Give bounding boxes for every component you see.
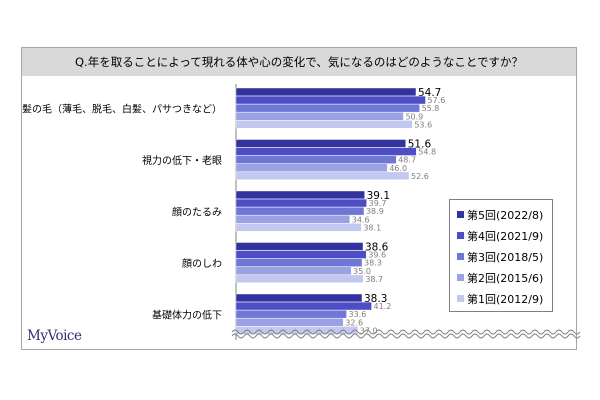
chart-title: Q.年を取ることによって現れる体や心の変化で、気になるのはどのようなことですか？ — [75, 55, 523, 69]
legend-swatch — [457, 211, 464, 218]
bar — [235, 171, 410, 180]
title-bar: Q.年を取ることによって現れる体や心の変化で、気になるのはどのようなことですか？ — [22, 48, 576, 76]
bar — [235, 242, 364, 251]
category-label: 視力の低下・老眼 — [142, 154, 222, 167]
category-label: 顔のたるみ — [172, 205, 222, 218]
bar — [235, 274, 364, 283]
bar — [235, 266, 352, 275]
bar — [235, 112, 404, 121]
legend-label: 第2回(2015/6) — [467, 271, 544, 285]
data-label: 38.3 — [364, 259, 382, 268]
data-label: 55.8 — [422, 104, 440, 113]
bar — [235, 250, 367, 259]
bar — [235, 103, 420, 113]
bar — [235, 95, 426, 105]
legend-swatch — [457, 274, 464, 281]
bar — [235, 163, 388, 172]
bar — [235, 310, 347, 319]
data-label: 39.7 — [369, 199, 387, 208]
legend-label: 第1回(2012/9) — [467, 292, 544, 306]
bar — [235, 120, 413, 129]
data-label: 35.0 — [353, 267, 371, 276]
legend-label: 第5回(2022/8) — [467, 208, 544, 222]
data-label: 41.2 — [374, 302, 392, 311]
category-label: 顔のしわ — [182, 257, 222, 270]
data-label: 48.7 — [398, 156, 416, 165]
bar — [235, 190, 365, 200]
category-label: 髪の毛（薄毛、脱毛、白髪、パサつきなど） — [22, 102, 222, 115]
data-label: 50.9 — [405, 112, 423, 121]
bar — [235, 206, 365, 216]
data-label: 38.9 — [366, 207, 384, 216]
legend-item: 第5回(2022/8) — [457, 204, 552, 225]
myvoice-logo: MyVoice — [27, 328, 82, 344]
bar — [235, 301, 372, 311]
data-label: 38.7 — [365, 275, 383, 284]
legend-swatch — [457, 295, 464, 302]
data-label: 39.1 — [367, 190, 390, 202]
bar — [235, 198, 367, 208]
legend-item: 第2回(2015/6) — [457, 267, 552, 288]
data-label: 34.6 — [352, 215, 370, 224]
bar — [235, 155, 397, 164]
legend-label: 第4回(2021/9) — [467, 229, 544, 243]
data-label: 53.6 — [414, 120, 432, 129]
legend-item: 第1回(2012/9) — [457, 288, 552, 309]
legend-item: 第4回(2021/9) — [457, 225, 552, 246]
bar — [235, 139, 406, 148]
data-label: 38.6 — [365, 242, 389, 254]
bar — [235, 87, 417, 97]
axis-break-line — [231, 329, 581, 335]
bar — [235, 293, 363, 303]
category-label: 基礎体力の低下 — [152, 308, 222, 321]
data-label: 32.6 — [345, 318, 363, 327]
data-label: 54.8 — [418, 148, 436, 157]
bar — [235, 223, 362, 232]
data-label: 52.6 — [411, 172, 429, 181]
legend-label: 第3回(2018/5) — [467, 250, 544, 264]
data-label: 39.6 — [368, 251, 386, 260]
data-label: 33.6 — [349, 310, 367, 319]
data-label: 46.0 — [389, 164, 407, 173]
legend-item: 第3回(2018/5) — [457, 246, 552, 267]
bar — [235, 215, 351, 224]
axis-break-line — [231, 333, 581, 339]
legend-swatch — [457, 253, 464, 260]
legend-swatch — [457, 232, 464, 239]
legend: 第5回(2022/8) 第4回(2021/9) 第3回(2018/5) 第2回(201… — [449, 199, 553, 312]
bar — [235, 258, 363, 267]
data-label: 38.1 — [363, 223, 381, 232]
bar — [235, 147, 417, 156]
data-label: 57.6 — [428, 96, 446, 105]
bar — [235, 318, 344, 327]
